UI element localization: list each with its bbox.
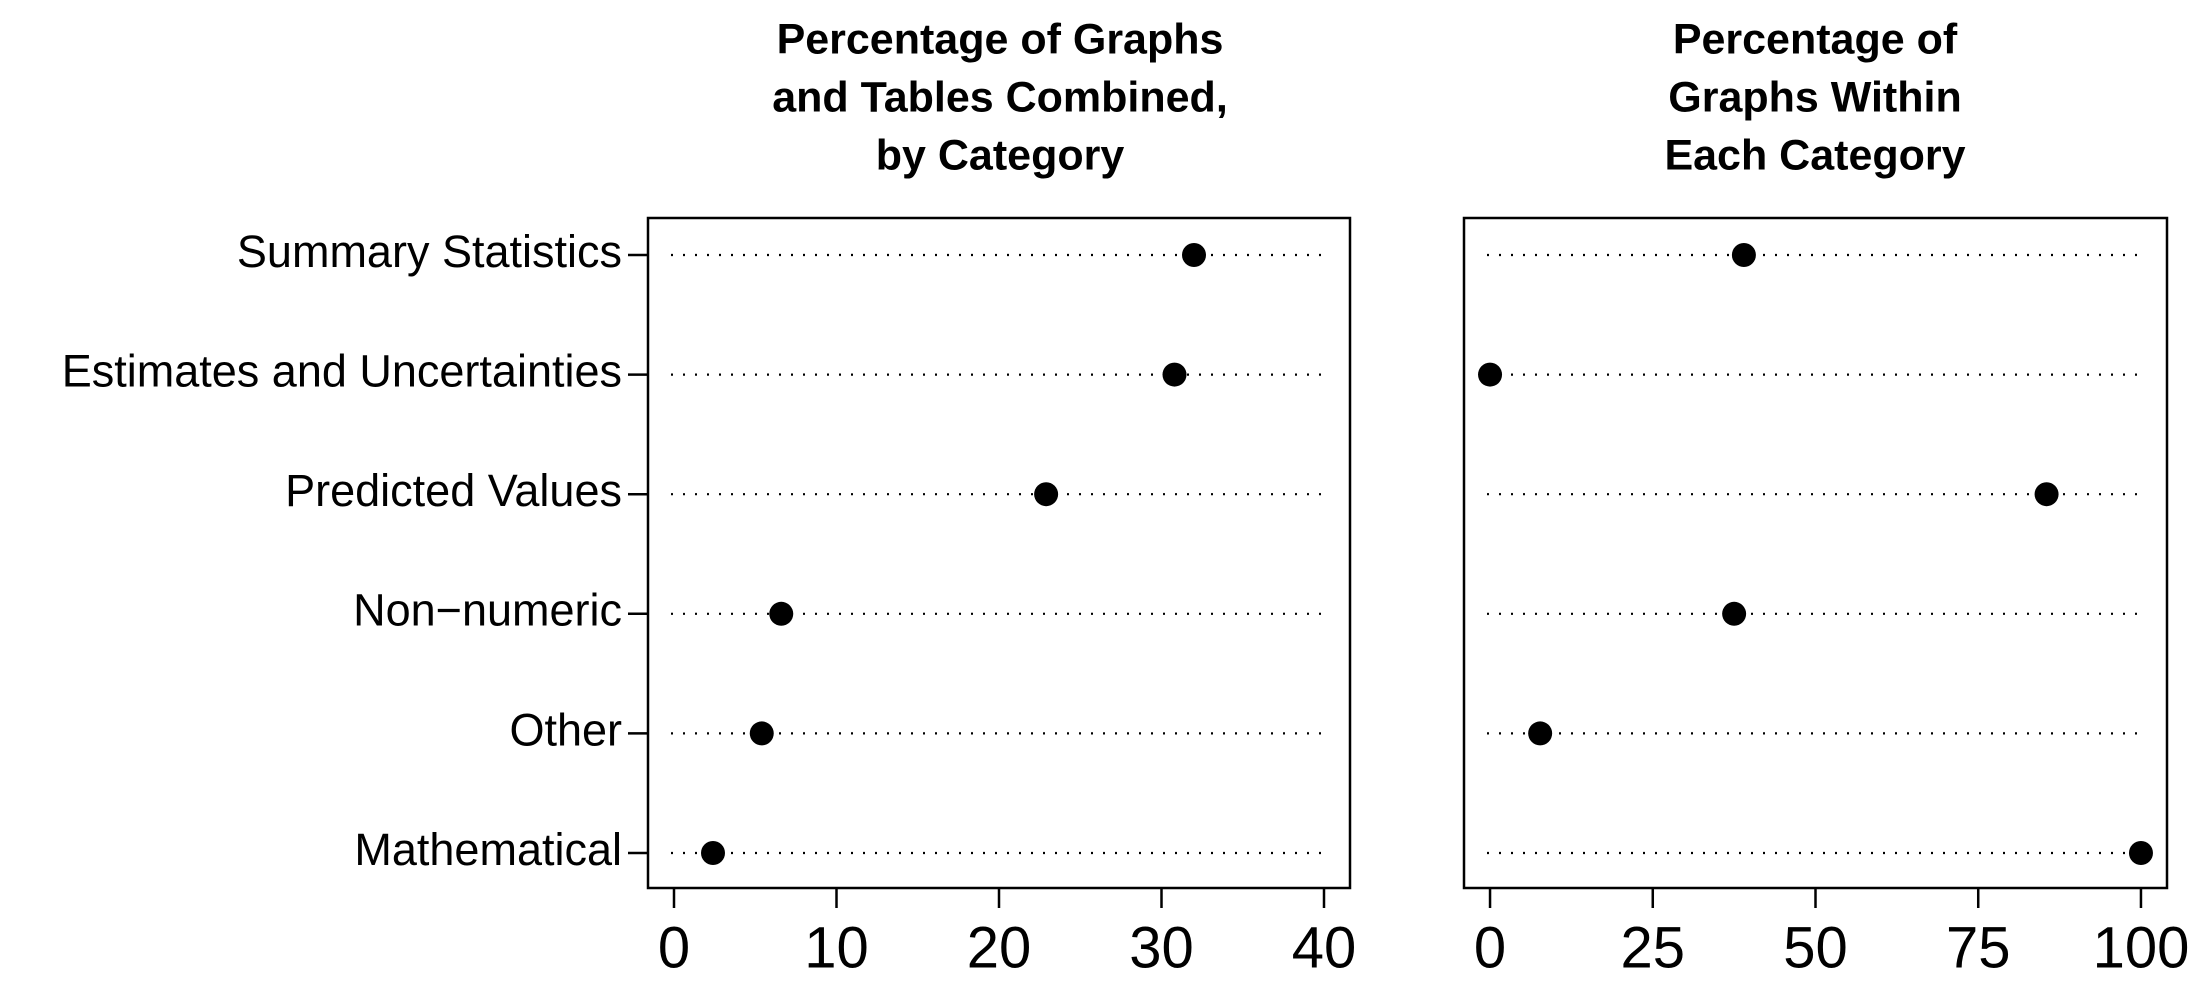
plot-frame <box>646 216 1352 890</box>
data-point <box>1478 362 1503 387</box>
plot-frame <box>1462 216 2169 890</box>
data-point <box>1528 721 1553 746</box>
x-tick-label: 50 <box>1783 915 1848 980</box>
x-tick-label: 40 <box>1292 915 1357 980</box>
x-tick-label: 0 <box>1474 915 1506 980</box>
x-tick-label: 75 <box>1946 915 2011 980</box>
category-label: Estimates and Uncertainties <box>62 345 622 396</box>
x-tick-label: 30 <box>1129 915 1194 980</box>
data-point <box>2034 482 2059 507</box>
category-label: Mathematical <box>354 824 622 875</box>
data-point <box>749 721 774 746</box>
data-point <box>769 601 794 626</box>
panel-title-line: Percentage of Graphs <box>777 15 1224 63</box>
panel-title-line: Percentage of <box>1673 15 1958 63</box>
data-point <box>701 841 725 865</box>
panel-title-line: and Tables Combined, <box>772 73 1228 121</box>
panel-title-line: by Category <box>876 131 1125 179</box>
panel-title-line: Each Category <box>1664 131 1965 179</box>
x-tick-label: 10 <box>804 915 869 980</box>
data-point <box>2128 841 2153 865</box>
data-point <box>1034 482 1059 507</box>
data-point <box>1182 243 1206 267</box>
x-tick-label: 20 <box>967 915 1032 980</box>
category-label: Predicted Values <box>285 465 622 516</box>
category-label: Summary Statistics <box>237 226 622 277</box>
data-point <box>1731 243 1756 267</box>
category-label: Non−numeric <box>353 585 622 636</box>
data-point <box>1162 362 1187 387</box>
panel-title-line: Graphs Within <box>1668 73 1961 121</box>
x-tick-label: 25 <box>1621 915 1686 980</box>
category-label: Other <box>509 704 622 755</box>
x-tick-label: 0 <box>658 915 690 980</box>
data-point <box>1722 601 1747 626</box>
x-tick-label: 100 <box>2093 915 2190 980</box>
